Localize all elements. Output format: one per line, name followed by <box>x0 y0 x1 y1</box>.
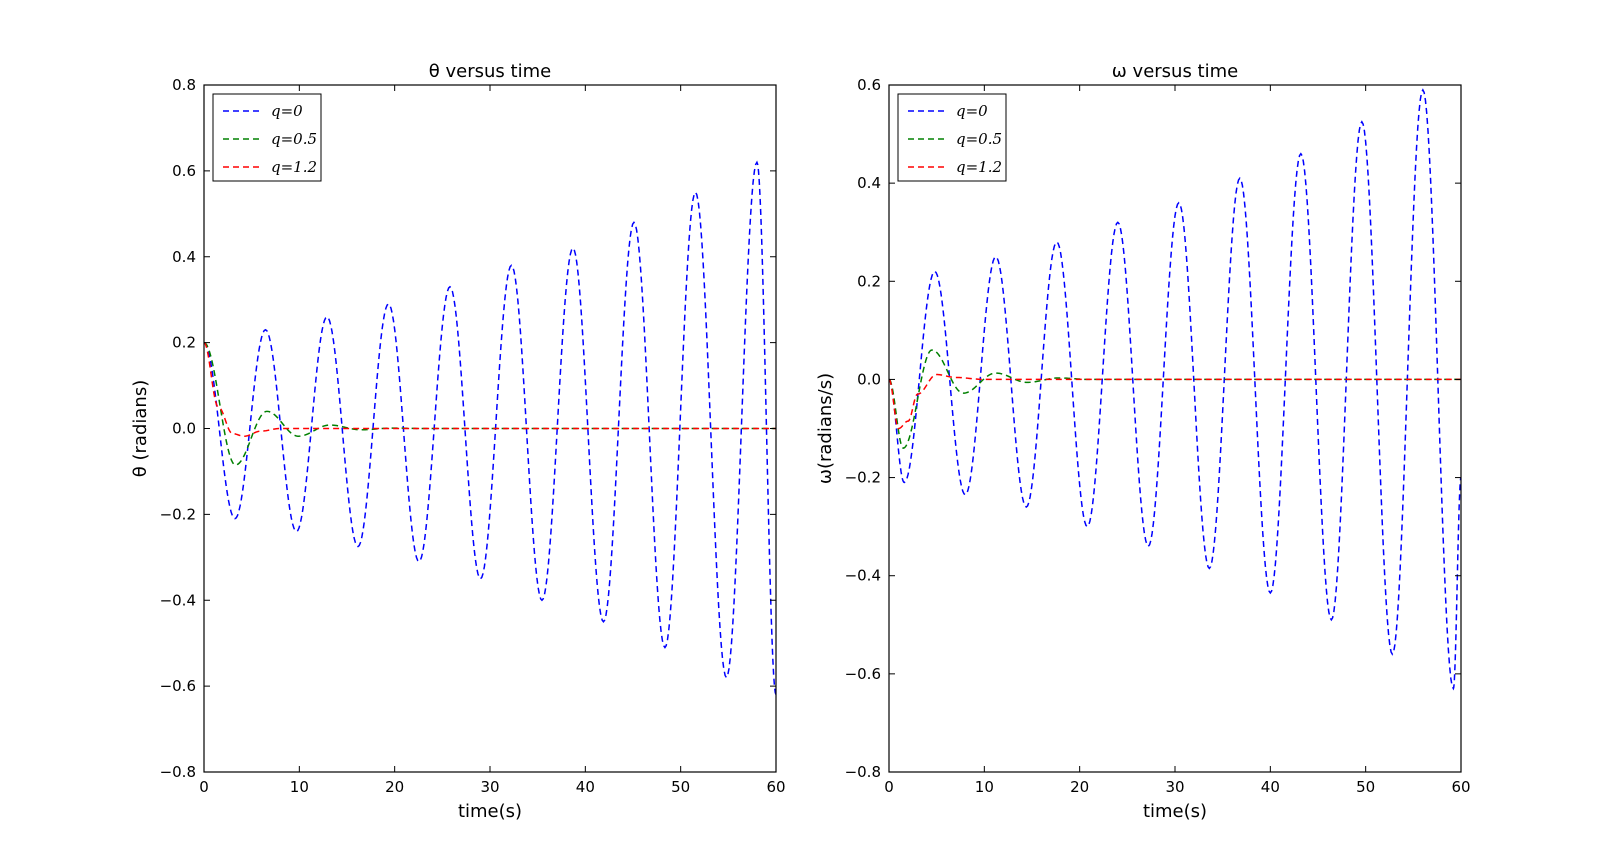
y-tick-label: 0.0 <box>172 420 196 438</box>
legend-box <box>212 93 322 182</box>
legend-entry: q=1.2 <box>956 158 1002 176</box>
y-axis-label: ω(radians/s) <box>815 373 836 484</box>
series-line-q-0 <box>889 88 1461 691</box>
y-tick-label: −0.6 <box>845 665 881 683</box>
theta-plot: 0 10 20 30 40 50 60 −0.8 −0.6 −0.4 −0.2 0.0 0.2 0.4 0.… <box>130 61 786 822</box>
x-tick-label: 0 <box>199 778 209 796</box>
y-tick-label: −0.6 <box>160 677 196 695</box>
legend-entry: q=1.2 <box>271 158 317 176</box>
y-tick-label: −0.2 <box>845 469 881 487</box>
series-line-q-0 <box>204 160 776 695</box>
y-tick-label: 0.4 <box>172 248 196 266</box>
series-line-q-1-2 <box>889 373 1461 430</box>
x-tick-label: 50 <box>1356 778 1375 796</box>
y-tick-label: 0.2 <box>172 334 196 352</box>
x-axis-label: time(s) <box>458 801 522 822</box>
omega-plot: 0 10 20 30 40 50 60 −0.8 −0.6 −0.4 −0.2 0.0 0.2 0.4 0.… <box>815 61 1471 822</box>
x-tick-label: 10 <box>975 778 994 796</box>
y-tick-label: 0.2 <box>857 272 881 290</box>
y-tick-label: −0.8 <box>160 763 196 781</box>
legend-entry: q=0.5 <box>271 130 317 148</box>
series-group <box>204 160 776 695</box>
legend-entry: q=0 <box>956 102 988 120</box>
y-tick-label: 0.6 <box>857 76 881 94</box>
legend-entry: q=0.5 <box>956 130 1002 148</box>
y-tick-label: −0.4 <box>845 567 881 585</box>
y-tick-label: −0.8 <box>845 763 881 781</box>
x-tick-label: 40 <box>576 778 595 796</box>
y-tick-label: 0.4 <box>857 174 881 192</box>
x-tick-label: 20 <box>1070 778 1089 796</box>
series-line-q-1-2 <box>204 341 776 437</box>
x-tick-label: 40 <box>1261 778 1280 796</box>
x-tick-label: 30 <box>480 778 499 796</box>
legend: q=0 q=0.5 q=1.2 <box>212 93 322 182</box>
y-tick-label: 0.8 <box>172 76 196 94</box>
x-tick-label: 60 <box>766 778 785 796</box>
x-axis-label: time(s) <box>1143 801 1207 822</box>
plot-title: ω versus time <box>1112 61 1238 82</box>
y-tick-label: 0.0 <box>857 370 881 388</box>
x-tick-label: 10 <box>290 778 309 796</box>
y-tick-label: −0.2 <box>160 505 196 523</box>
x-tick-label: 20 <box>385 778 404 796</box>
y-axis-label: θ (radians) <box>130 380 151 477</box>
y-tick-label: 0.6 <box>172 162 196 180</box>
plot-title: θ versus time <box>429 61 551 82</box>
legend-entry: q=0 <box>271 102 303 120</box>
x-tick-label: 0 <box>884 778 894 796</box>
x-tick-label: 60 <box>1451 778 1470 796</box>
y-tick-label: −0.4 <box>160 591 196 609</box>
series-group <box>889 88 1461 691</box>
x-tick-label: 30 <box>1165 778 1184 796</box>
legend: q=0 q=0.5 q=1.2 <box>897 93 1007 182</box>
x-tick-label: 50 <box>671 778 690 796</box>
legend-box <box>897 93 1007 182</box>
